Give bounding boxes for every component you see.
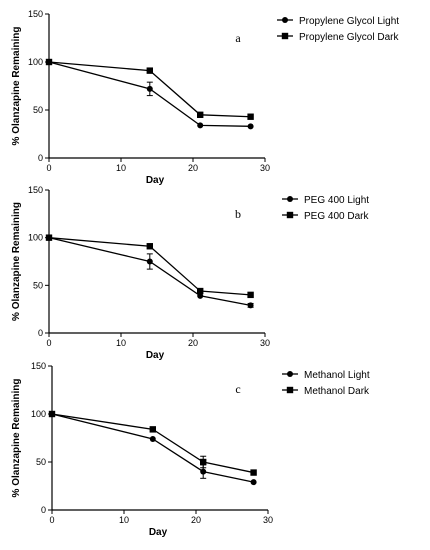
x-tick-label: 0: [46, 163, 51, 173]
data-point: [146, 258, 153, 265]
legend-label: PEG 400 Light: [304, 195, 369, 206]
y-tick-label: 100: [31, 409, 46, 419]
y-tick-label: 0: [38, 328, 43, 338]
panel-letter: c: [235, 382, 240, 396]
legend-marker: [287, 371, 293, 377]
x-tick-label: 20: [191, 515, 201, 525]
data-point: [200, 468, 207, 475]
legend-marker: [286, 211, 294, 219]
panel-letter: b: [235, 207, 241, 221]
series-line-2: [51, 413, 254, 474]
data-point: [149, 426, 156, 433]
x-tick-label: 30: [263, 515, 273, 525]
data-point: [247, 302, 254, 309]
data-point: [146, 85, 153, 92]
y-tick-label: 50: [33, 280, 43, 290]
series-line-2: [48, 61, 251, 118]
y-tick-label: 0: [38, 153, 43, 163]
x-tick-label: 30: [260, 163, 270, 173]
x-tick-label: 20: [188, 338, 198, 348]
series-line-1: [48, 237, 251, 306]
data-point: [45, 58, 53, 66]
x-tick-label: 20: [188, 163, 198, 173]
y-tick-label: 150: [28, 185, 43, 195]
data-point: [247, 291, 254, 299]
panel-letter: a: [235, 31, 241, 45]
y-tick-label: 150: [31, 361, 46, 371]
data-point: [247, 123, 254, 130]
data-point: [45, 234, 53, 241]
x-tick-label: 30: [260, 338, 270, 348]
panel-a: 0 50 100 150 0 10 20 30 Day % Olanzapine Remainin…: [11, 9, 399, 186]
legend-label: Methanol Light: [304, 370, 370, 381]
y-tick-label: 150: [28, 9, 43, 19]
data-point: [48, 410, 56, 418]
data-point: [197, 111, 204, 118]
x-tick-label: 10: [116, 338, 126, 348]
data-point: [200, 458, 207, 466]
legend-label: Methanol Dark: [304, 386, 370, 397]
legend-marker: [287, 196, 293, 202]
panel-c: 0 50 100 150 0 10 20 30 Day % Olanzapine Remainin…: [11, 361, 370, 538]
y-axis-label: % Olanzapine Remaining: [11, 379, 22, 498]
y-tick-label: 50: [36, 457, 46, 467]
x-tick-label: 10: [116, 163, 126, 173]
data-point: [146, 67, 153, 74]
legend-marker: [286, 386, 294, 394]
y-tick-label: 0: [41, 505, 46, 515]
legend-label: PEG 400 Dark: [304, 211, 369, 222]
x-axis-label: Day: [146, 350, 165, 361]
x-axis-label: Day: [146, 175, 165, 186]
data-point: [197, 287, 204, 295]
x-tick-label: 10: [119, 515, 129, 525]
x-axis-label: Day: [149, 527, 168, 538]
x-tick-label: 0: [49, 515, 54, 525]
data-point: [247, 113, 254, 120]
data-point: [197, 122, 204, 129]
series-line-2: [48, 237, 251, 296]
data-point: [146, 243, 153, 250]
legend-marker: [282, 17, 288, 23]
y-axis-label: % Olanzapine Remaining: [11, 202, 22, 321]
x-tick-label: 0: [46, 338, 51, 348]
legend-label: Propylene Glycol Dark: [299, 32, 399, 43]
y-tick-label: 50: [33, 105, 43, 115]
data-point: [250, 469, 257, 476]
y-tick-label: 100: [28, 57, 43, 67]
data-point: [250, 479, 257, 486]
y-tick-label: 100: [28, 233, 43, 243]
series-line-1: [51, 413, 254, 483]
data-point: [149, 435, 156, 442]
legend-label: Propylene Glycol Light: [299, 16, 399, 27]
data-point: [197, 292, 204, 299]
y-axis-label: % Olanzapine Remaining: [11, 27, 22, 146]
panel-b: 0 50 100 150 0 10 20 30 Day % Olanzapine Remainin…: [11, 185, 369, 361]
series-line-1: [48, 61, 251, 127]
legend-marker: [281, 32, 289, 40]
